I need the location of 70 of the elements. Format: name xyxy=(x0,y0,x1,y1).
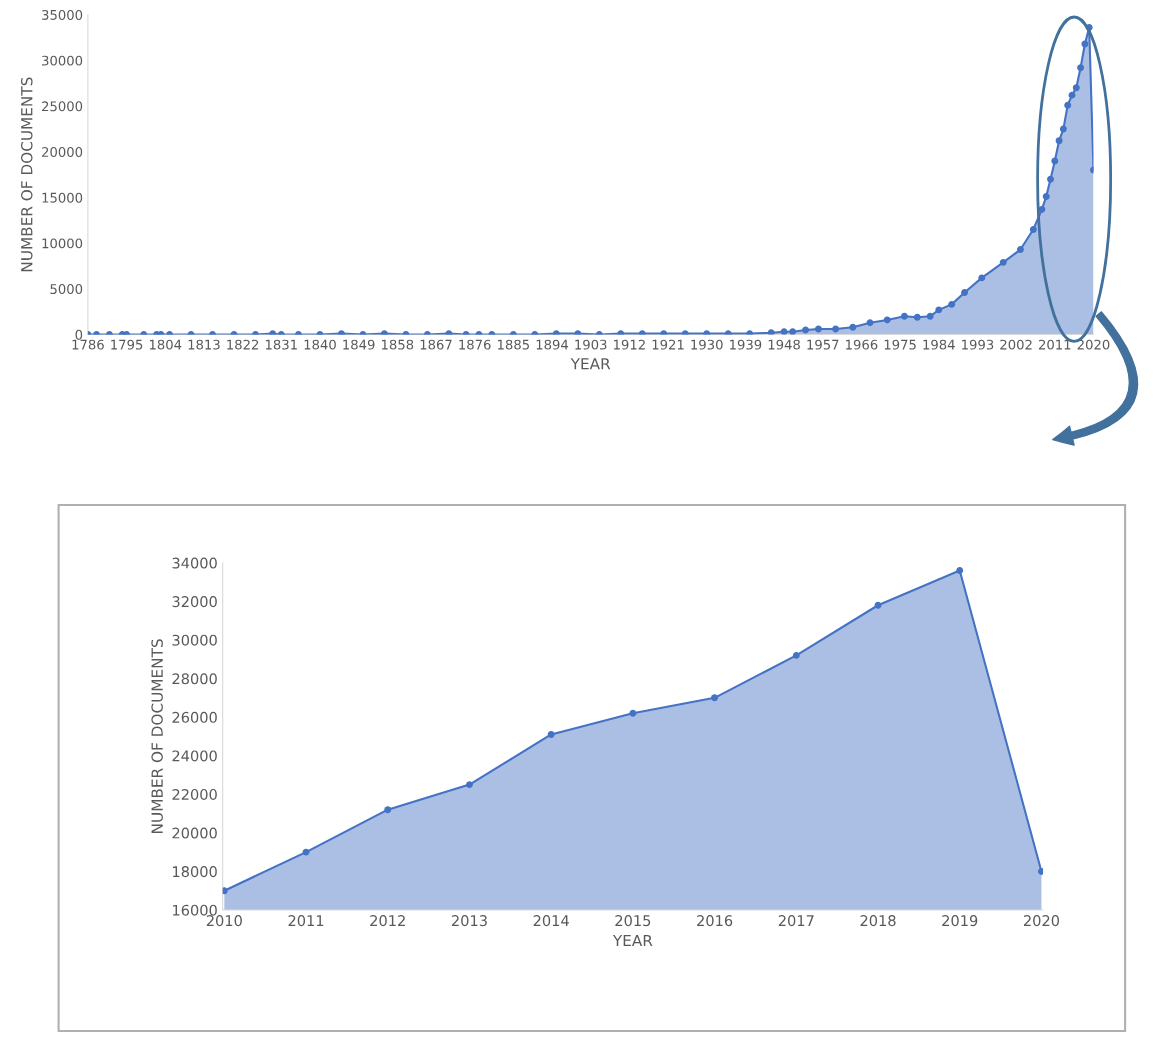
point xyxy=(1037,867,1044,875)
x-tick-label: 1930 xyxy=(691,339,723,350)
x-tick-label: 2011 xyxy=(1038,339,1071,350)
point xyxy=(465,781,473,789)
x-tick-label: 1948 xyxy=(768,339,800,350)
x-tick-label: 1795 xyxy=(111,339,143,350)
x-tick-label: 1867 xyxy=(420,339,452,350)
x-tick-label: 1984 xyxy=(923,339,955,350)
x-tick-label: 1831 xyxy=(265,339,297,350)
x-tick-label: 1912 xyxy=(614,339,645,350)
y-tick-label: 0 xyxy=(75,329,83,340)
x-tick-label: 1939 xyxy=(730,339,762,350)
y-tick-label: 34000 xyxy=(172,557,217,569)
y-axis-title: NUMBER OF DOCUMENTS xyxy=(151,639,163,833)
x-tick-label: 1921 xyxy=(652,339,684,350)
y-tick-label: 20000 xyxy=(172,827,217,839)
x-axis-title: YEAR xyxy=(570,358,611,370)
x-tick-label: 2012 xyxy=(370,915,405,927)
y-tick-label: 24000 xyxy=(172,750,217,762)
point xyxy=(222,887,228,895)
y-tick-label: 30000 xyxy=(172,634,217,646)
y-tick-label: 30000 xyxy=(42,55,83,66)
x-tick-label: 2016 xyxy=(697,915,733,927)
y-axis-title: NUMBER OF DOCUMENTS xyxy=(20,77,33,272)
y-tick-label: 18000 xyxy=(173,866,217,878)
x-tick-label: 1966 xyxy=(846,339,878,350)
point xyxy=(711,694,719,702)
x-tick-label: 2010 xyxy=(206,915,242,927)
x-tick-label: 1822 xyxy=(227,339,259,350)
x-tick-label: 1885 xyxy=(498,339,529,350)
x-tick-label: 1903 xyxy=(575,339,607,350)
y-tick-label: 32000 xyxy=(172,596,217,608)
x-tick-label: 2018 xyxy=(860,915,896,927)
y-tick-label: 35000 xyxy=(42,9,83,20)
y-tick-label: 20000 xyxy=(42,147,83,157)
y-tick-label: 25000 xyxy=(42,101,83,112)
point xyxy=(874,601,882,609)
x-tick-label: 2017 xyxy=(778,915,814,927)
x-tick-label: 2015 xyxy=(615,915,651,927)
x-tick-label: 1993 xyxy=(962,339,994,350)
y-tick-label: 16000 xyxy=(173,904,217,916)
point xyxy=(384,806,392,814)
x-tick-label: 2020 xyxy=(1023,915,1060,927)
x-tick-label: 1840 xyxy=(304,339,336,350)
x-tick-label: 2013 xyxy=(451,915,487,927)
x-tick-label: 1804 xyxy=(149,339,182,350)
y-tick-label: 5000 xyxy=(50,284,83,295)
y-tick-label: 15000 xyxy=(42,192,83,203)
point xyxy=(792,651,800,659)
x-tick-label: 1975 xyxy=(884,339,916,350)
point xyxy=(956,567,964,575)
x-tick-label: 1957 xyxy=(807,339,839,350)
x-tick-label: 2020 xyxy=(1077,339,1110,350)
x-axis-title: YEAR xyxy=(612,934,653,947)
y-tick-label: 28000 xyxy=(172,673,217,685)
x-tick-label: 1813 xyxy=(188,339,220,350)
x-tick-label: 2014 xyxy=(533,915,569,927)
y-tick-label: 26000 xyxy=(172,711,217,723)
x-tick-label: 1786 xyxy=(72,339,104,350)
y-tick-label: 22000 xyxy=(172,788,217,801)
x-tick-label: 2011 xyxy=(288,915,324,927)
point xyxy=(629,709,637,717)
x-tick-label: 2002 xyxy=(1000,339,1032,350)
x-tick-label: 1894 xyxy=(536,339,569,350)
point xyxy=(547,731,555,738)
x-tick-label: 1849 xyxy=(343,339,375,350)
x-tick-label: 2019 xyxy=(942,915,978,927)
x-tick-label: 1876 xyxy=(459,339,491,350)
x-tick-label: 1858 xyxy=(381,339,414,350)
y-tick-label: 10000 xyxy=(42,238,83,249)
